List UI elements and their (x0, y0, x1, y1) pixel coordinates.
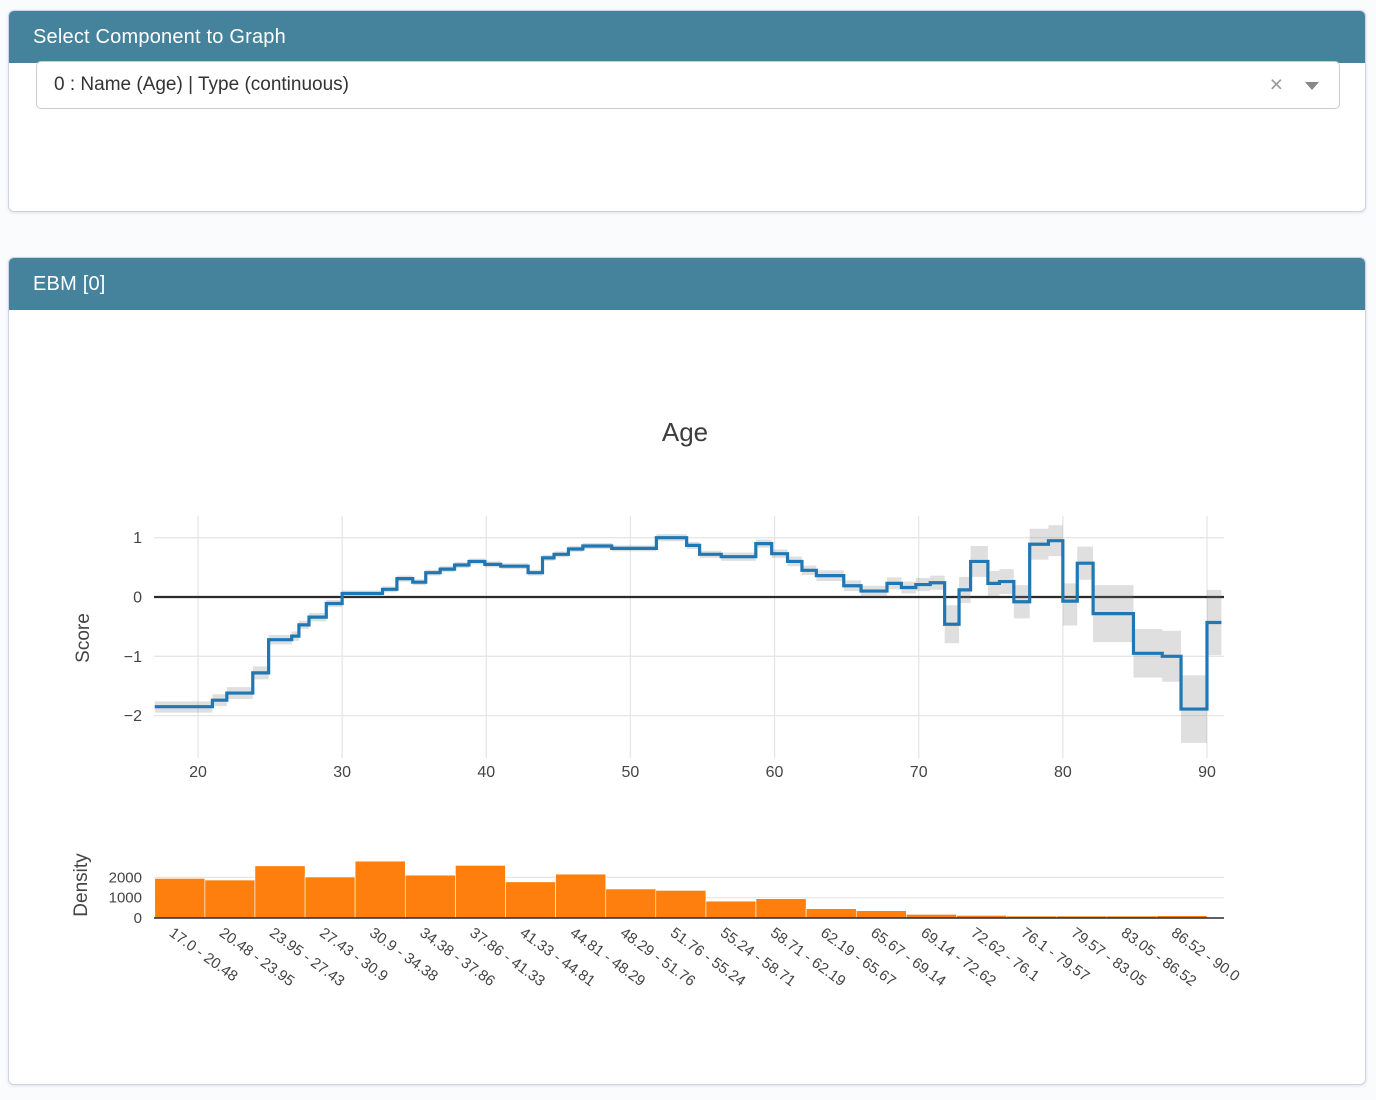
svg-text:0: 0 (134, 910, 142, 927)
ebm-graph-header: EBM [0] (9, 258, 1365, 310)
chevron-down-icon[interactable] (1305, 82, 1319, 90)
component-dropdown[interactable]: 0 : Name (Age) | Type (continuous) × (36, 61, 1340, 109)
ebm-chart-canvas[interactable]: Age 20 30 40 50 60 70 80 90 1 0 −1 −2 Score 0 1000 2000 D… (9, 312, 1365, 1084)
component-dropdown-value: 0 : Name (Age) | Type (continuous) (54, 74, 350, 95)
svg-text:1000: 1000 (109, 890, 142, 907)
svg-text:2000: 2000 (109, 869, 142, 886)
svg-text:−1: −1 (124, 649, 142, 666)
svg-text:20: 20 (189, 764, 207, 781)
svg-text:70: 70 (910, 764, 928, 781)
select-component-header: Select Component to Graph (9, 11, 1365, 63)
svg-text:1: 1 (133, 530, 142, 547)
svg-text:60: 60 (766, 764, 784, 781)
svg-text:80: 80 (1054, 764, 1072, 781)
svg-text:0: 0 (133, 590, 142, 607)
select-component-card: Select Component to Graph 0 : Name (Age)… (8, 10, 1366, 212)
clear-icon[interactable]: × (1269, 71, 1283, 97)
svg-text:40: 40 (477, 764, 495, 781)
svg-text:Density: Density (71, 853, 92, 917)
svg-text:30: 30 (333, 764, 351, 781)
svg-text:Age: Age (662, 417, 708, 447)
svg-text:Score: Score (73, 613, 94, 663)
svg-text:−2: −2 (124, 708, 142, 725)
ebm-age-chart: Age 20 30 40 50 60 70 80 90 1 0 −1 −2 Score 0 1000 2000 D… (71, 417, 1243, 990)
svg-text:50: 50 (622, 764, 640, 781)
svg-text:90: 90 (1198, 764, 1216, 781)
ebm-graph-card: EBM [0] Age 20 30 40 50 60 70 80 90 1 0 −1 −2 Score 0 1… (8, 257, 1366, 1085)
